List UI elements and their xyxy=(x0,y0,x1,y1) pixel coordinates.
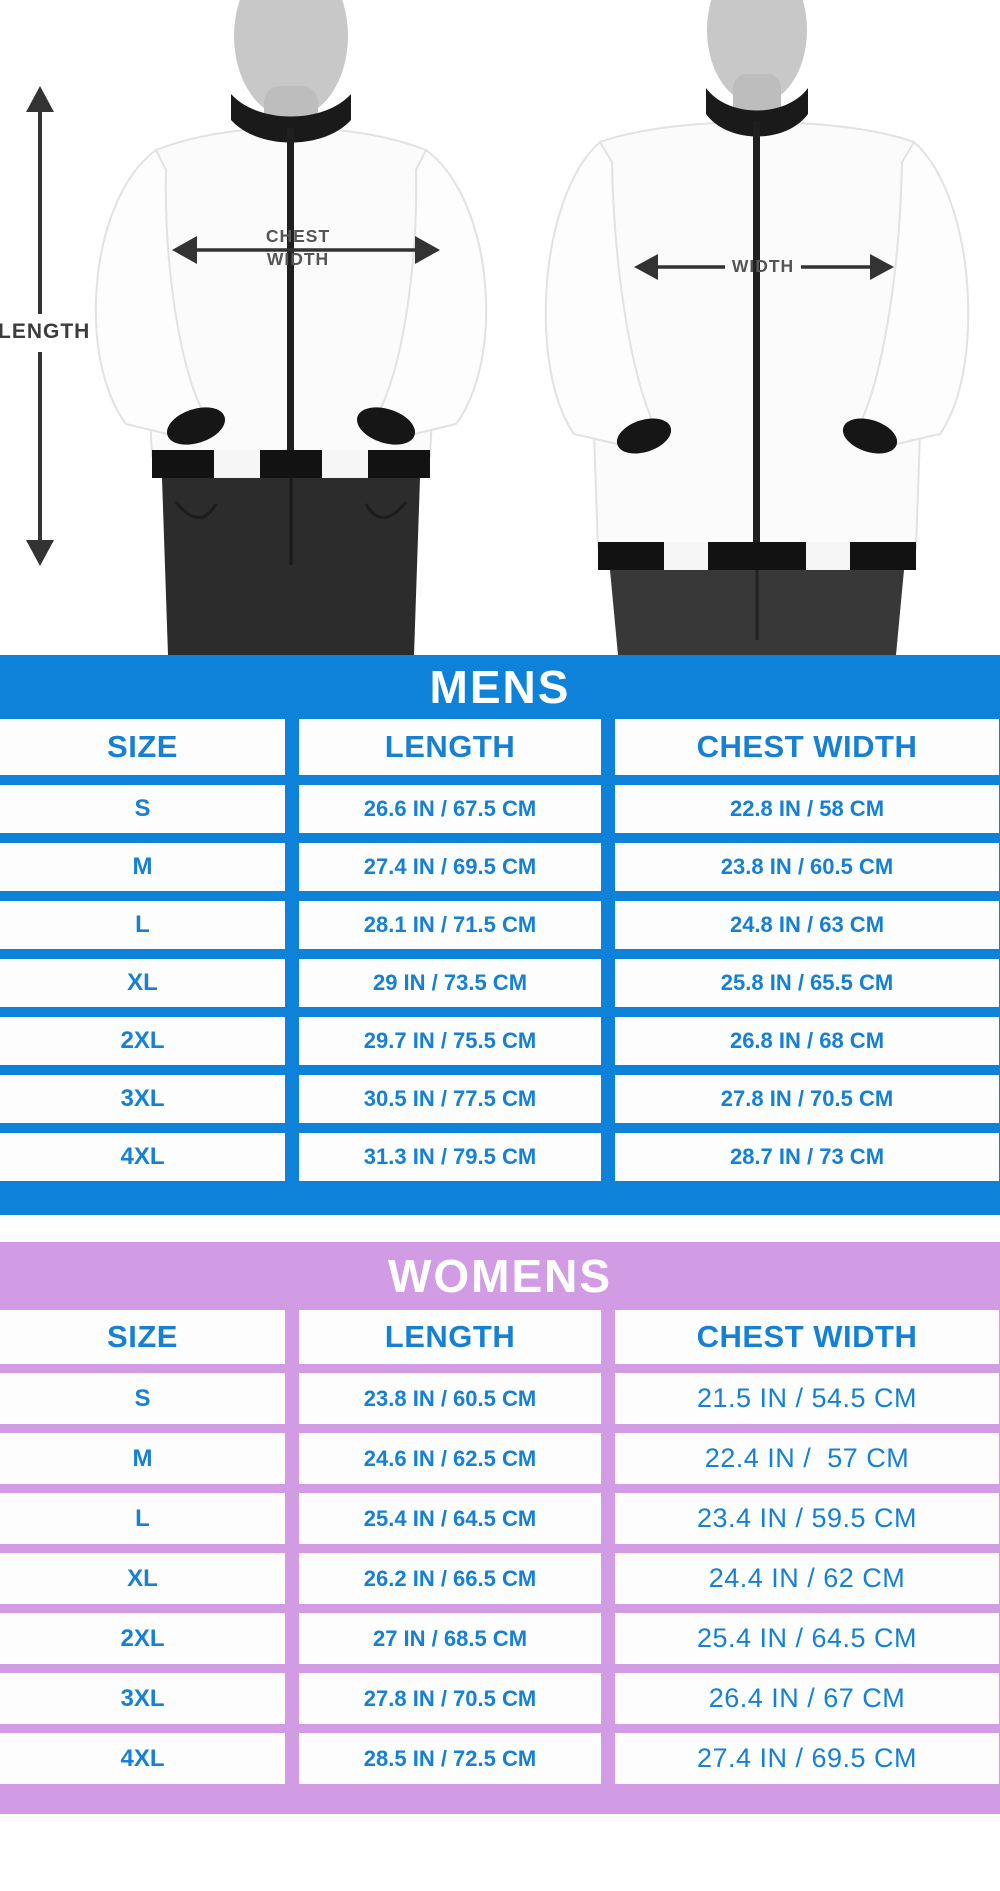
womens-length-cell: 23.8 IN / 60.5 CM xyxy=(299,1373,601,1424)
mens-length-cell: 29.7 IN / 75.5 CM xyxy=(299,1017,601,1065)
womens-size-cell: 4XL xyxy=(0,1733,285,1784)
womens-column-header-length: LENGTH xyxy=(299,1310,601,1364)
mannequin-illustration xyxy=(26,0,970,655)
womens-length-cell: 28.5 IN / 72.5 CM xyxy=(299,1733,601,1784)
womens-size-cell: XL xyxy=(0,1553,285,1604)
female-mannequin xyxy=(544,0,970,655)
width-arrow xyxy=(634,254,894,280)
womens-length-cell: 27.8 IN / 70.5 CM xyxy=(299,1673,601,1724)
mens-length-cell: 31.3 IN / 79.5 CM xyxy=(299,1133,601,1181)
womens-column-header-size: SIZE xyxy=(0,1310,285,1364)
mens-size-table: MENS SIZE LENGTH CHEST WIDTH S 26.6 IN /… xyxy=(0,655,1000,1215)
mens-length-cell: 29 IN / 73.5 CM xyxy=(299,959,601,1007)
womens-length-cell: 24.6 IN / 62.5 CM xyxy=(299,1433,601,1484)
mens-chest-cell: 23.8 IN / 60.5 CM xyxy=(615,843,999,891)
mens-size-cell: S xyxy=(0,785,285,833)
womens-chest-cell: 27.4 IN / 69.5 CM xyxy=(615,1733,999,1784)
mens-chest-cell: 22.8 IN / 58 CM xyxy=(615,785,999,833)
womens-column-header-chest-width: CHEST WIDTH xyxy=(615,1310,999,1364)
mens-chest-cell: 25.8 IN / 65.5 CM xyxy=(615,959,999,1007)
mens-table-title: MENS xyxy=(429,661,571,713)
chest-width-measurement-label: CHEST WIDTH xyxy=(265,226,331,269)
male-mannequin xyxy=(94,0,488,655)
womens-chest-cell: 26.4 IN / 67 CM xyxy=(615,1673,999,1724)
womens-chest-cell: 21.5 IN / 54.5 CM xyxy=(615,1373,999,1424)
mens-size-cell: L xyxy=(0,901,285,949)
womens-size-cell: 2XL xyxy=(0,1613,285,1664)
mens-size-cell: 4XL xyxy=(0,1133,285,1181)
womens-length-cell: 25.4 IN / 64.5 CM xyxy=(299,1493,601,1544)
womens-chest-cell: 22.4 IN / 57 CM xyxy=(615,1433,999,1484)
womens-table-title: WOMENS xyxy=(387,1250,613,1302)
mens-length-cell: 27.4 IN / 69.5 CM xyxy=(299,843,601,891)
mens-column-header-length: LENGTH xyxy=(299,719,601,775)
womens-chest-cell: 24.4 IN / 62 CM xyxy=(615,1553,999,1604)
product-photos: LENGTH CHEST WIDTH WIDTH xyxy=(0,0,1000,655)
mens-length-cell: 30.5 IN / 77.5 CM xyxy=(299,1075,601,1123)
womens-size-table: WOMENS SIZE LENGTH CHEST WIDTH S 23.8 IN… xyxy=(0,1242,1000,1814)
mens-chest-cell: 28.7 IN / 73 CM xyxy=(615,1133,999,1181)
mens-size-cell: M xyxy=(0,843,285,891)
length-arrow xyxy=(26,86,54,566)
womens-size-cell: L xyxy=(0,1493,285,1544)
womens-chest-cell: 25.4 IN / 64.5 CM xyxy=(615,1613,999,1664)
width-measurement-label: WIDTH xyxy=(731,256,795,276)
mens-chest-cell: 24.8 IN / 63 CM xyxy=(615,901,999,949)
mens-chest-cell: 26.8 IN / 68 CM xyxy=(615,1017,999,1065)
womens-table-grid: SIZE LENGTH CHEST WIDTH S 23.8 IN / 60.5… xyxy=(0,1310,1000,1784)
mens-column-header-size: SIZE xyxy=(0,719,285,775)
womens-size-cell: M xyxy=(0,1433,285,1484)
mens-length-cell: 28.1 IN / 71.5 CM xyxy=(299,901,601,949)
mens-table-grid: SIZE LENGTH CHEST WIDTH S 26.6 IN / 67.5… xyxy=(0,719,1000,1181)
womens-chest-cell: 23.4 IN / 59.5 CM xyxy=(615,1493,999,1544)
mens-size-cell: 3XL xyxy=(0,1075,285,1123)
womens-length-cell: 26.2 IN / 66.5 CM xyxy=(299,1553,601,1604)
womens-size-cell: 3XL xyxy=(0,1673,285,1724)
womens-size-cell: S xyxy=(0,1373,285,1424)
mens-chest-cell: 27.8 IN / 70.5 CM xyxy=(615,1075,999,1123)
chest-width-arrow xyxy=(172,236,440,264)
length-measurement-label: LENGTH xyxy=(0,320,91,343)
mens-size-cell: 2XL xyxy=(0,1017,285,1065)
mens-column-header-chest-width: CHEST WIDTH xyxy=(615,719,999,775)
mens-length-cell: 26.6 IN / 67.5 CM xyxy=(299,785,601,833)
womens-length-cell: 27 IN / 68.5 CM xyxy=(299,1613,601,1664)
mens-size-cell: XL xyxy=(0,959,285,1007)
